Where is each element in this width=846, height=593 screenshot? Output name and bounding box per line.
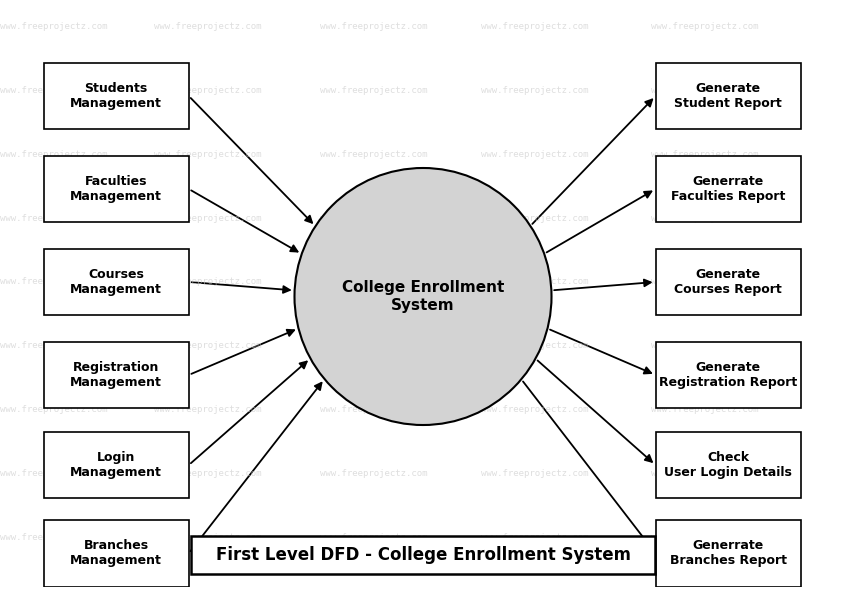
FancyBboxPatch shape [44,432,189,499]
Circle shape [294,168,552,425]
Text: Login
Management: Login Management [70,451,162,479]
Text: www.freeprojectz.com: www.freeprojectz.com [0,342,107,350]
Text: www.freeprojectz.com: www.freeprojectz.com [481,213,589,222]
Text: First Level DFD - College Enrollment System: First Level DFD - College Enrollment Sys… [216,546,630,564]
Text: www.freeprojectz.com: www.freeprojectz.com [651,86,759,95]
Text: Generate
Courses Report: Generate Courses Report [674,268,782,296]
FancyBboxPatch shape [44,248,189,315]
Text: www.freeprojectz.com: www.freeprojectz.com [651,469,759,478]
Text: www.freeprojectz.com: www.freeprojectz.com [0,406,107,415]
FancyBboxPatch shape [191,536,655,574]
Text: www.freeprojectz.com: www.freeprojectz.com [481,342,589,350]
FancyBboxPatch shape [656,432,800,499]
Text: www.freeprojectz.com: www.freeprojectz.com [154,469,261,478]
Text: www.freeprojectz.com: www.freeprojectz.com [481,86,589,95]
Text: www.freeprojectz.com: www.freeprojectz.com [651,533,759,542]
FancyBboxPatch shape [656,342,800,409]
Text: www.freeprojectz.com: www.freeprojectz.com [0,86,107,95]
Text: www.freeprojectz.com: www.freeprojectz.com [0,213,107,222]
FancyBboxPatch shape [44,155,189,222]
Text: www.freeprojectz.com: www.freeprojectz.com [154,86,261,95]
Text: www.freeprojectz.com: www.freeprojectz.com [154,149,261,158]
Text: www.freeprojectz.com: www.freeprojectz.com [154,213,261,222]
Text: www.freeprojectz.com: www.freeprojectz.com [651,149,759,158]
Text: www.freeprojectz.com: www.freeprojectz.com [651,406,759,415]
Text: www.freeprojectz.com: www.freeprojectz.com [154,278,261,286]
Text: www.freeprojectz.com: www.freeprojectz.com [320,342,427,350]
Text: www.freeprojectz.com: www.freeprojectz.com [481,406,589,415]
Text: www.freeprojectz.com: www.freeprojectz.com [154,406,261,415]
Text: www.freeprojectz.com: www.freeprojectz.com [320,213,427,222]
FancyBboxPatch shape [44,342,189,409]
Text: www.freeprojectz.com: www.freeprojectz.com [481,149,589,158]
Text: Generrate
Faculties Report: Generrate Faculties Report [671,175,785,203]
Text: Generate
Registration Report: Generate Registration Report [659,361,797,389]
Text: www.freeprojectz.com: www.freeprojectz.com [320,469,427,478]
Text: Registration
Management: Registration Management [70,361,162,389]
FancyBboxPatch shape [656,155,800,222]
Text: www.freeprojectz.com: www.freeprojectz.com [154,22,261,31]
Text: www.freeprojectz.com: www.freeprojectz.com [0,278,107,286]
Text: www.freeprojectz.com: www.freeprojectz.com [0,469,107,478]
Text: www.freeprojectz.com: www.freeprojectz.com [320,278,427,286]
FancyBboxPatch shape [656,248,800,315]
FancyBboxPatch shape [656,63,800,129]
Text: www.freeprojectz.com: www.freeprojectz.com [481,22,589,31]
FancyBboxPatch shape [656,520,800,587]
Text: Branches
Management: Branches Management [70,540,162,568]
Text: Courses
Management: Courses Management [70,268,162,296]
FancyBboxPatch shape [44,520,189,587]
Text: Check
User Login Details: Check User Login Details [664,451,792,479]
Text: College Enrollment
System: College Enrollment System [342,280,504,313]
Text: www.freeprojectz.com: www.freeprojectz.com [651,22,759,31]
Text: www.freeprojectz.com: www.freeprojectz.com [481,469,589,478]
Text: www.freeprojectz.com: www.freeprojectz.com [0,22,107,31]
Text: www.freeprojectz.com: www.freeprojectz.com [320,406,427,415]
Text: www.freeprojectz.com: www.freeprojectz.com [481,278,589,286]
Text: www.freeprojectz.com: www.freeprojectz.com [154,342,261,350]
Text: www.freeprojectz.com: www.freeprojectz.com [320,86,427,95]
Text: www.freeprojectz.com: www.freeprojectz.com [320,22,427,31]
Text: www.freeprojectz.com: www.freeprojectz.com [651,213,759,222]
Text: www.freeprojectz.com: www.freeprojectz.com [651,342,759,350]
Text: www.freeprojectz.com: www.freeprojectz.com [651,278,759,286]
Text: www.freeprojectz.com: www.freeprojectz.com [154,533,261,542]
Text: Students
Management: Students Management [70,82,162,110]
Text: www.freeprojectz.com: www.freeprojectz.com [320,149,427,158]
Text: www.freeprojectz.com: www.freeprojectz.com [320,533,427,542]
Text: www.freeprojectz.com: www.freeprojectz.com [0,149,107,158]
Text: www.freeprojectz.com: www.freeprojectz.com [0,533,107,542]
Text: Generrate
Branches Report: Generrate Branches Report [669,540,787,568]
Text: Generate
Student Report: Generate Student Report [674,82,782,110]
FancyBboxPatch shape [44,63,189,129]
Text: Faculties
Management: Faculties Management [70,175,162,203]
Text: www.freeprojectz.com: www.freeprojectz.com [481,533,589,542]
